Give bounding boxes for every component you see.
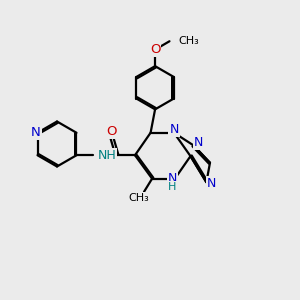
Text: CH₃: CH₃ <box>128 193 149 203</box>
Text: O: O <box>106 125 117 138</box>
Text: NH: NH <box>98 149 116 162</box>
Text: O: O <box>150 43 160 56</box>
Text: N: N <box>207 177 217 190</box>
Text: CH₃: CH₃ <box>178 36 199 46</box>
Text: N: N <box>194 136 203 149</box>
Text: N: N <box>168 172 177 185</box>
Text: N: N <box>31 126 41 139</box>
Text: N: N <box>169 123 179 136</box>
Text: H: H <box>168 182 177 192</box>
